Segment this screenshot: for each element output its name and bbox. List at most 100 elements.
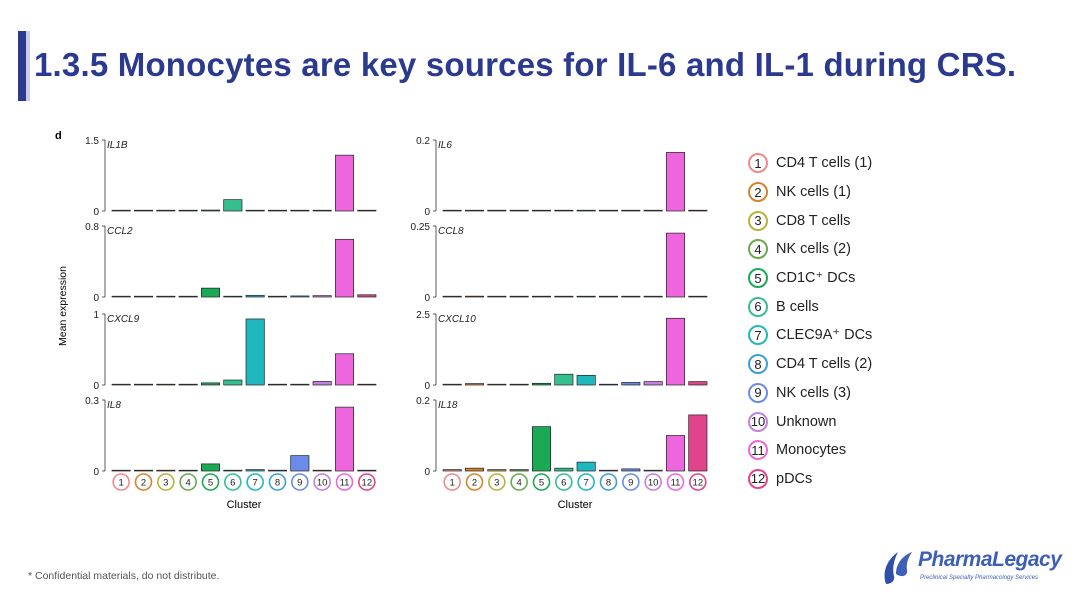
y-tick-label: 0 xyxy=(424,381,430,392)
bar-CCL8-cluster-5 xyxy=(531,295,552,298)
logo-wordmark: PharmaLegacy xyxy=(918,548,1062,571)
bar-IL8-cluster-2 xyxy=(133,469,153,472)
bar-CXCL9-cluster-11 xyxy=(334,353,354,386)
gene-label: CCL8 xyxy=(438,226,464,237)
legend-circle-icon: 5 xyxy=(748,268,768,289)
bar-IL6-cluster-4 xyxy=(509,209,529,212)
bar-IL1B-cluster-10 xyxy=(312,209,332,212)
legend-circle-icon: 8 xyxy=(748,354,768,375)
bar-IL8-cluster-3 xyxy=(156,469,176,472)
legend-item: 1 CD4 T cells (1) xyxy=(748,149,948,178)
y-tick-label: 0.3 xyxy=(85,396,99,407)
cluster-circle-icon xyxy=(201,473,220,491)
bar-IL6-cluster-9 xyxy=(621,209,641,212)
bar-CXCL9-cluster-3 xyxy=(156,383,176,386)
y-tick-label: 0 xyxy=(424,467,430,478)
bar-CCL2-cluster-6 xyxy=(223,295,243,298)
bar-CCL8-cluster-1 xyxy=(442,295,462,298)
y-tick-label: 0.2 xyxy=(416,396,430,407)
bar-CCL8-cluster-7 xyxy=(576,295,596,298)
gene-label: IL1B xyxy=(107,140,128,151)
legend-label: CD8 T cells xyxy=(776,212,851,229)
title-accent-bar-light xyxy=(26,31,30,101)
legend-circle-icon: 4 xyxy=(748,239,768,260)
cluster-tick-label: 9 xyxy=(628,478,633,489)
bar-IL8-cluster-11 xyxy=(334,406,354,472)
legend-circle-icon: 7 xyxy=(748,325,768,346)
cluster-circle-icon xyxy=(644,473,662,491)
gene-label: CXCL9 xyxy=(107,314,140,325)
bar-IL18-cluster-7 xyxy=(576,461,596,472)
gene-label: IL18 xyxy=(438,400,458,411)
bar-CXCL9-cluster-9 xyxy=(290,383,310,386)
panel-label: d xyxy=(55,130,62,142)
cluster-tick-label: 8 xyxy=(275,478,280,489)
legend-item: 9 NK cells (3) xyxy=(748,379,948,408)
legend-item: 6 B cells xyxy=(748,292,948,321)
cluster-circle-icon xyxy=(112,473,130,491)
cluster-tick-label: 3 xyxy=(494,478,499,489)
bar-IL8-cluster-5 xyxy=(200,463,220,472)
bar-CCL8-cluster-4 xyxy=(509,295,529,298)
bar-IL1B-cluster-12 xyxy=(357,209,377,212)
y-tick-label: 1.5 xyxy=(85,136,99,147)
y-tick-label: 0 xyxy=(93,381,99,392)
bar-IL18-cluster-4 xyxy=(509,469,529,472)
y-tick-label: 1 xyxy=(93,310,99,321)
bar-CXCL10-cluster-12 xyxy=(688,381,708,386)
legend-label: CD1C⁺ DCs xyxy=(776,270,856,287)
bar-CXCL9-cluster-8 xyxy=(267,383,287,386)
legend-label: NK cells (2) xyxy=(776,241,851,258)
bar-CCL2-cluster-9 xyxy=(290,295,310,298)
y-axis-label: Mean expression xyxy=(57,266,69,346)
cluster-tick-label: 4 xyxy=(186,478,191,489)
bar-IL18-cluster-11 xyxy=(665,435,686,472)
cluster-tick-label: 7 xyxy=(584,478,589,489)
bar-IL1B-cluster-5 xyxy=(200,209,220,212)
bar-CXCL9-cluster-12 xyxy=(357,383,377,386)
legend-label: CD4 T cells (2) xyxy=(776,356,873,373)
bar-IL18-cluster-3 xyxy=(487,469,507,472)
bar-IL1B-cluster-8 xyxy=(267,209,287,212)
bar-IL1B-cluster-9 xyxy=(290,209,310,212)
bar-CCL8-cluster-8 xyxy=(598,295,619,298)
bar-IL6-cluster-1 xyxy=(442,209,462,212)
cluster-tick-label: 12 xyxy=(362,478,373,489)
cluster-tick-label: 6 xyxy=(230,478,235,489)
cluster-circle-icon xyxy=(268,473,287,491)
legend-label: pDCs xyxy=(776,470,813,487)
legend-label: NK cells (3) xyxy=(776,384,851,401)
legend-circle-icon: 6 xyxy=(748,296,768,317)
cluster-circle-icon xyxy=(510,473,528,491)
legend-circle-icon: 1 xyxy=(748,153,768,174)
bar-CXCL10-cluster-1 xyxy=(442,383,462,386)
cluster-circle-icon xyxy=(313,473,331,491)
bar-IL8-cluster-10 xyxy=(312,469,332,472)
bar-CXCL9-cluster-6 xyxy=(223,379,243,386)
legend-circle-icon: 3 xyxy=(748,210,768,231)
bar-CXCL9-cluster-7 xyxy=(245,318,265,386)
bar-CCL2-cluster-1 xyxy=(111,295,131,298)
cluster-circle-icon xyxy=(224,473,242,491)
bar-IL1B-cluster-3 xyxy=(156,209,176,212)
cluster-circle-icon xyxy=(577,473,595,491)
cluster-tick-label: 10 xyxy=(317,478,328,489)
bar-IL8-cluster-8 xyxy=(267,469,287,472)
bar-CCL8-cluster-2 xyxy=(464,295,484,298)
bar-CXCL9-cluster-10 xyxy=(312,381,332,386)
legend-item: 11 Monocytes xyxy=(748,436,948,465)
cluster-tick-label: 2 xyxy=(141,478,146,489)
legend-label: B cells xyxy=(776,298,819,315)
legend-item: 7 CLEC9A⁺ DCs xyxy=(748,321,948,350)
bar-IL8-cluster-1 xyxy=(111,469,131,472)
bar-IL8-cluster-12 xyxy=(357,469,377,472)
pharmalegacy-logo: PharmaLegacy Preclinical Specialty Pharm… xyxy=(880,546,1062,586)
cluster-circle-icon xyxy=(134,473,153,491)
cluster-circle-icon xyxy=(532,473,551,491)
bar-IL6-cluster-12 xyxy=(688,209,708,212)
bar-IL8-cluster-9 xyxy=(290,455,310,472)
cluster-tick-label: 5 xyxy=(539,478,544,489)
bar-CXCL9-cluster-2 xyxy=(133,383,153,386)
legend-item: 10 Unknown xyxy=(748,407,948,436)
